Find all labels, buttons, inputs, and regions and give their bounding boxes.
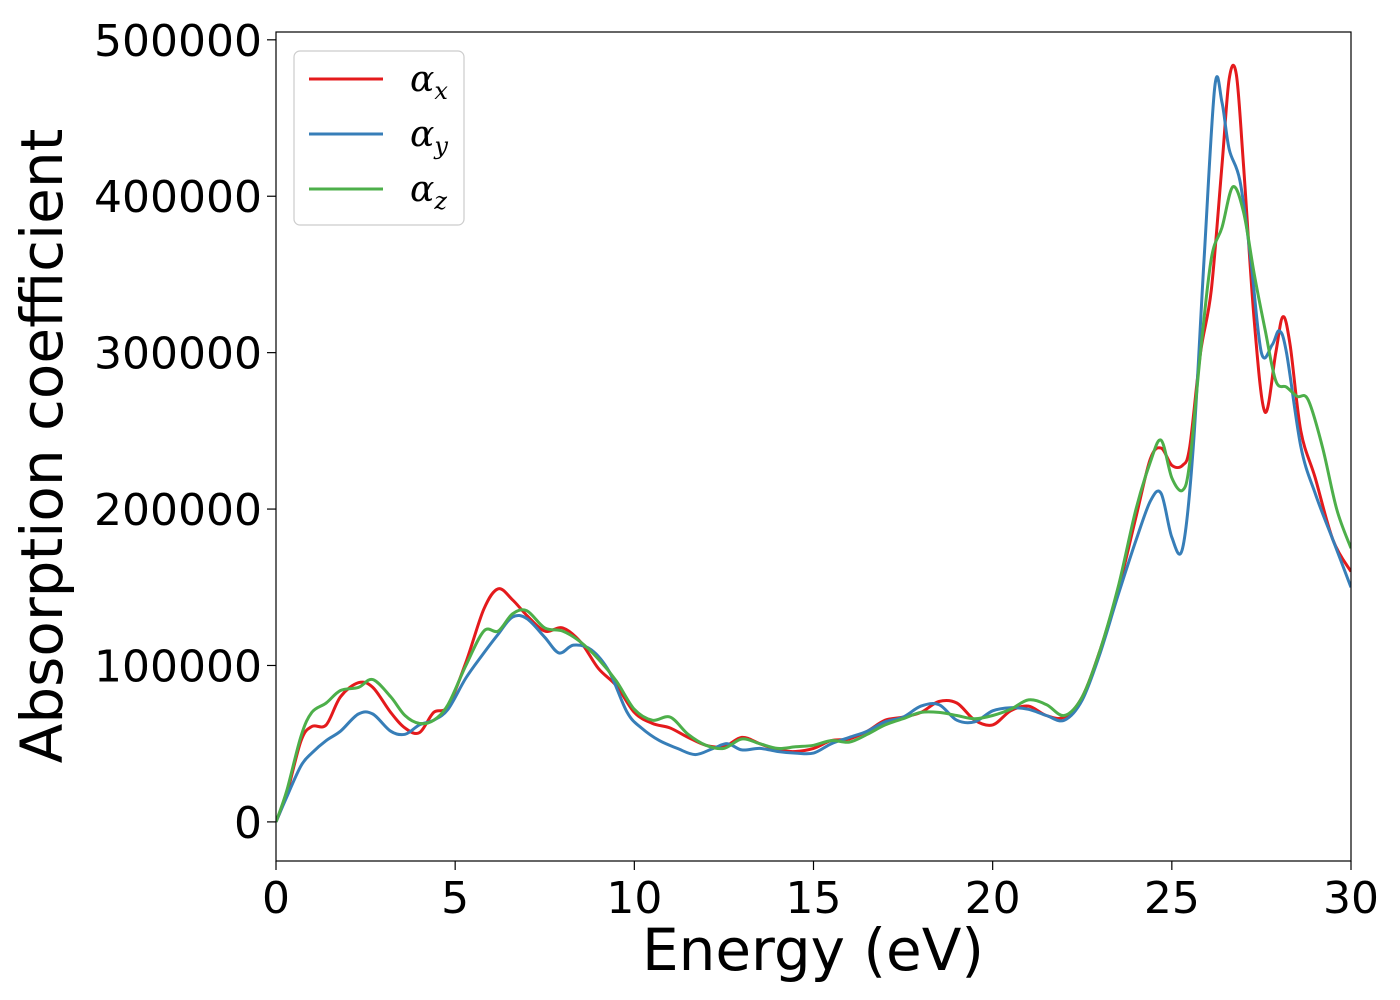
x-tick-label: 0 (262, 873, 290, 924)
legend-label-alpha-y: αy (410, 114, 448, 160)
y-axis: 0 100000 200000 300000 400000 500000 (94, 16, 276, 849)
x-tick-label: 20 (965, 873, 1021, 924)
y-tick-label: 100000 (94, 641, 262, 692)
x-tick-label: 15 (786, 873, 842, 924)
y-tick-label: 200000 (94, 485, 262, 536)
legend: αx αy αz (293, 50, 465, 226)
x-tick-label: 5 (441, 873, 469, 924)
legend-label-alpha-x: αx (410, 59, 448, 105)
y-tick-label: 300000 (94, 329, 262, 380)
x-axis: 0 5 10 15 20 25 30 (262, 861, 1379, 924)
y-tick-label: 0 (234, 798, 262, 849)
legend-label-alpha-z: αz (410, 169, 447, 215)
series-layer (276, 63, 1351, 823)
legend-box (293, 50, 465, 226)
x-axis-title: Energy (eV) (642, 916, 984, 984)
x-tick-label: 10 (606, 873, 662, 924)
y-tick-label: 400000 (94, 172, 262, 223)
x-tick-label: 25 (1144, 873, 1200, 924)
series-line-alpha-z (276, 185, 1351, 823)
x-tick-label: 30 (1323, 873, 1379, 924)
y-axis-title: Absorption coefficient (8, 129, 76, 764)
y-tick-label: 500000 (94, 16, 262, 67)
series-line-alpha-y (276, 75, 1351, 823)
